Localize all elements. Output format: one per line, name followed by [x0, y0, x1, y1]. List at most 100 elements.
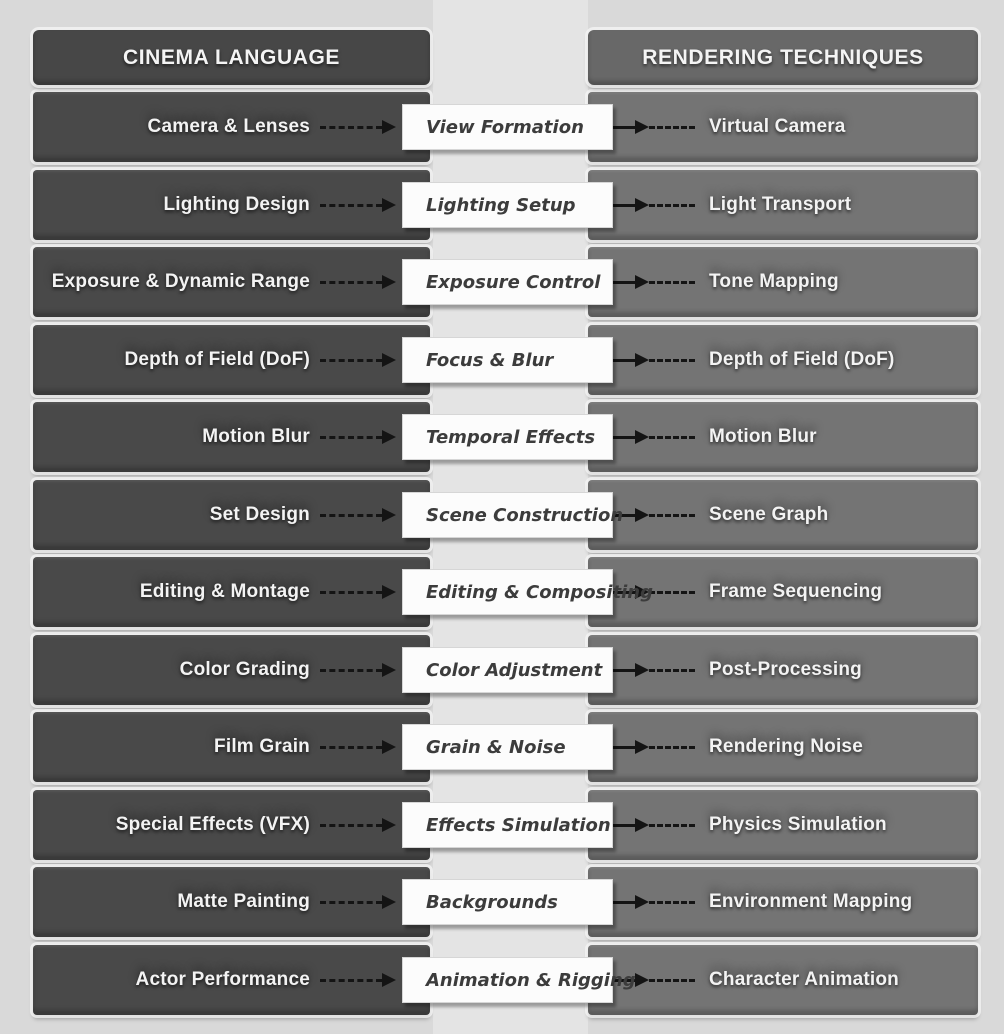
cinema-term-label: Color Grading	[179, 659, 310, 680]
arrow-solid-line	[613, 513, 635, 517]
arrowhead-icon	[382, 275, 396, 289]
cinema-term-label: Editing & Montage	[139, 581, 310, 602]
cinema-language-header-label: CINEMA LANGUAGE	[122, 45, 341, 69]
rendering-term-box: Rendering Noise	[588, 712, 978, 782]
rendering-term-box: Virtual Camera	[588, 92, 978, 162]
arrowhead-icon	[635, 198, 649, 212]
arrow-dash-line	[320, 358, 382, 362]
dashed-arrow-right-icon	[613, 740, 695, 754]
dashed-arrow-right-icon	[320, 663, 396, 677]
mapping-row: Actor Performance Character Animation An…	[0, 945, 1004, 1015]
mapping-row: Lighting Design Light Transport Lighting…	[0, 170, 1004, 240]
dashed-arrow-right-icon	[613, 585, 695, 599]
mapping-row: Depth of Field (DoF) Depth of Field (DoF…	[0, 325, 1004, 395]
dashed-arrow-right-icon	[613, 353, 695, 367]
arrow-dash-line	[649, 125, 695, 129]
arrow-dash-line	[320, 823, 382, 827]
dashed-arrow-right-icon	[613, 120, 695, 134]
rendering-techniques-header: RENDERING TECHNIQUES	[588, 30, 978, 85]
arrowhead-icon	[635, 353, 649, 367]
cinema-term-box: Exposure & Dynamic Range	[33, 247, 430, 317]
arrow-solid-line	[613, 590, 635, 594]
arrowhead-icon	[635, 275, 649, 289]
cinema-term-label: Special Effects (VFX)	[115, 814, 310, 835]
arrowhead-icon	[635, 120, 649, 134]
rendering-term-label: Virtual Camera	[709, 116, 846, 137]
arrow-dash-line	[649, 435, 695, 439]
rendering-term-label: Character Animation	[709, 969, 899, 990]
bridge-term-box: Animation & Rigging	[402, 957, 636, 1003]
arrow-solid-line	[613, 435, 635, 439]
cinema-term-box: Special Effects (VFX)	[33, 790, 430, 860]
arrowhead-icon	[382, 818, 396, 832]
dashed-arrow-right-icon	[613, 508, 695, 522]
arrow-dash-line	[320, 745, 382, 749]
rendering-term-box: Light Transport	[588, 170, 978, 240]
cinema-term-box: Set Design	[33, 480, 430, 550]
dashed-arrow-right-icon	[320, 275, 396, 289]
cinema-term-label: Set Design	[209, 504, 310, 525]
rendering-term-label: Light Transport	[709, 194, 852, 215]
bridge-term-box: View Formation	[402, 104, 613, 150]
rendering-techniques-header-label: RENDERING TECHNIQUES	[642, 45, 924, 69]
arrowhead-icon	[382, 663, 396, 677]
rendering-term-label: Motion Blur	[709, 426, 817, 447]
arrowhead-icon	[635, 585, 649, 599]
mapping-row: Set Design Scene Graph Scene Constructio…	[0, 480, 1004, 550]
dashed-arrow-right-icon	[613, 663, 695, 677]
rendering-term-label: Depth of Field (DoF)	[709, 349, 895, 370]
arrow-solid-line	[613, 900, 635, 904]
arrowhead-icon	[382, 740, 396, 754]
arrow-solid-line	[613, 203, 635, 207]
bridge-term-label: Backgrounds	[426, 891, 558, 913]
rendering-term-label: Frame Sequencing	[709, 581, 883, 602]
arrow-dash-line	[649, 900, 695, 904]
arrow-solid-line	[613, 358, 635, 362]
dashed-arrow-right-icon	[613, 275, 695, 289]
cinema-term-box: Depth of Field (DoF)	[33, 325, 430, 395]
mapping-row: Special Effects (VFX) Physics Simulation…	[0, 790, 1004, 860]
bridge-term-label: Color Adjustment	[426, 659, 603, 681]
cinema-term-label: Depth of Field (DoF)	[124, 349, 310, 370]
arrow-dash-line	[649, 745, 695, 749]
cinema-term-label: Exposure & Dynamic Range	[51, 271, 310, 292]
rendering-term-box: Depth of Field (DoF)	[588, 325, 978, 395]
dashed-arrow-right-icon	[320, 120, 396, 134]
arrow-dash-line	[320, 435, 382, 439]
cinema-term-box: Color Grading	[33, 635, 430, 705]
cinema-term-label: Actor Performance	[135, 969, 310, 990]
cinema-term-label: Motion Blur	[202, 426, 310, 447]
rendering-term-box: Environment Mapping	[588, 867, 978, 937]
arrowhead-icon	[382, 120, 396, 134]
cinema-term-box: Film Grain	[33, 712, 430, 782]
dashed-arrow-right-icon	[613, 818, 695, 832]
cinema-term-label: Film Grain	[214, 736, 310, 757]
cinema-term-box: Editing & Montage	[33, 557, 430, 627]
bridge-term-box: Color Adjustment	[402, 647, 613, 693]
arrow-solid-line	[613, 745, 635, 749]
mapping-row: Camera & Lenses Virtual Camera View Form…	[0, 92, 1004, 162]
dashed-arrow-right-icon	[320, 508, 396, 522]
dashed-arrow-right-icon	[320, 818, 396, 832]
cinema-term-label: Matte Painting	[177, 891, 310, 912]
mapping-row: Matte Painting Environment Mapping Backg…	[0, 867, 1004, 937]
arrow-solid-line	[613, 125, 635, 129]
arrowhead-icon	[635, 663, 649, 677]
arrowhead-icon	[382, 198, 396, 212]
bridge-term-label: View Formation	[426, 116, 584, 138]
rendering-term-box: Frame Sequencing	[588, 557, 978, 627]
arrowhead-icon	[635, 430, 649, 444]
bridge-term-label: Exposure Control	[426, 271, 601, 293]
cinema-term-label: Lighting Design	[163, 194, 310, 215]
arrowhead-icon	[635, 818, 649, 832]
arrowhead-icon	[635, 973, 649, 987]
arrow-dash-line	[649, 513, 695, 517]
arrow-dash-line	[649, 668, 695, 672]
bridge-term-box: Exposure Control	[402, 259, 613, 305]
dashed-arrow-right-icon	[320, 973, 396, 987]
cinema-term-box: Lighting Design	[33, 170, 430, 240]
rendering-term-label: Environment Mapping	[709, 891, 913, 912]
rendering-term-box: Physics Simulation	[588, 790, 978, 860]
cinema-term-box: Actor Performance	[33, 945, 430, 1015]
bridge-term-box: Temporal Effects	[402, 414, 613, 460]
